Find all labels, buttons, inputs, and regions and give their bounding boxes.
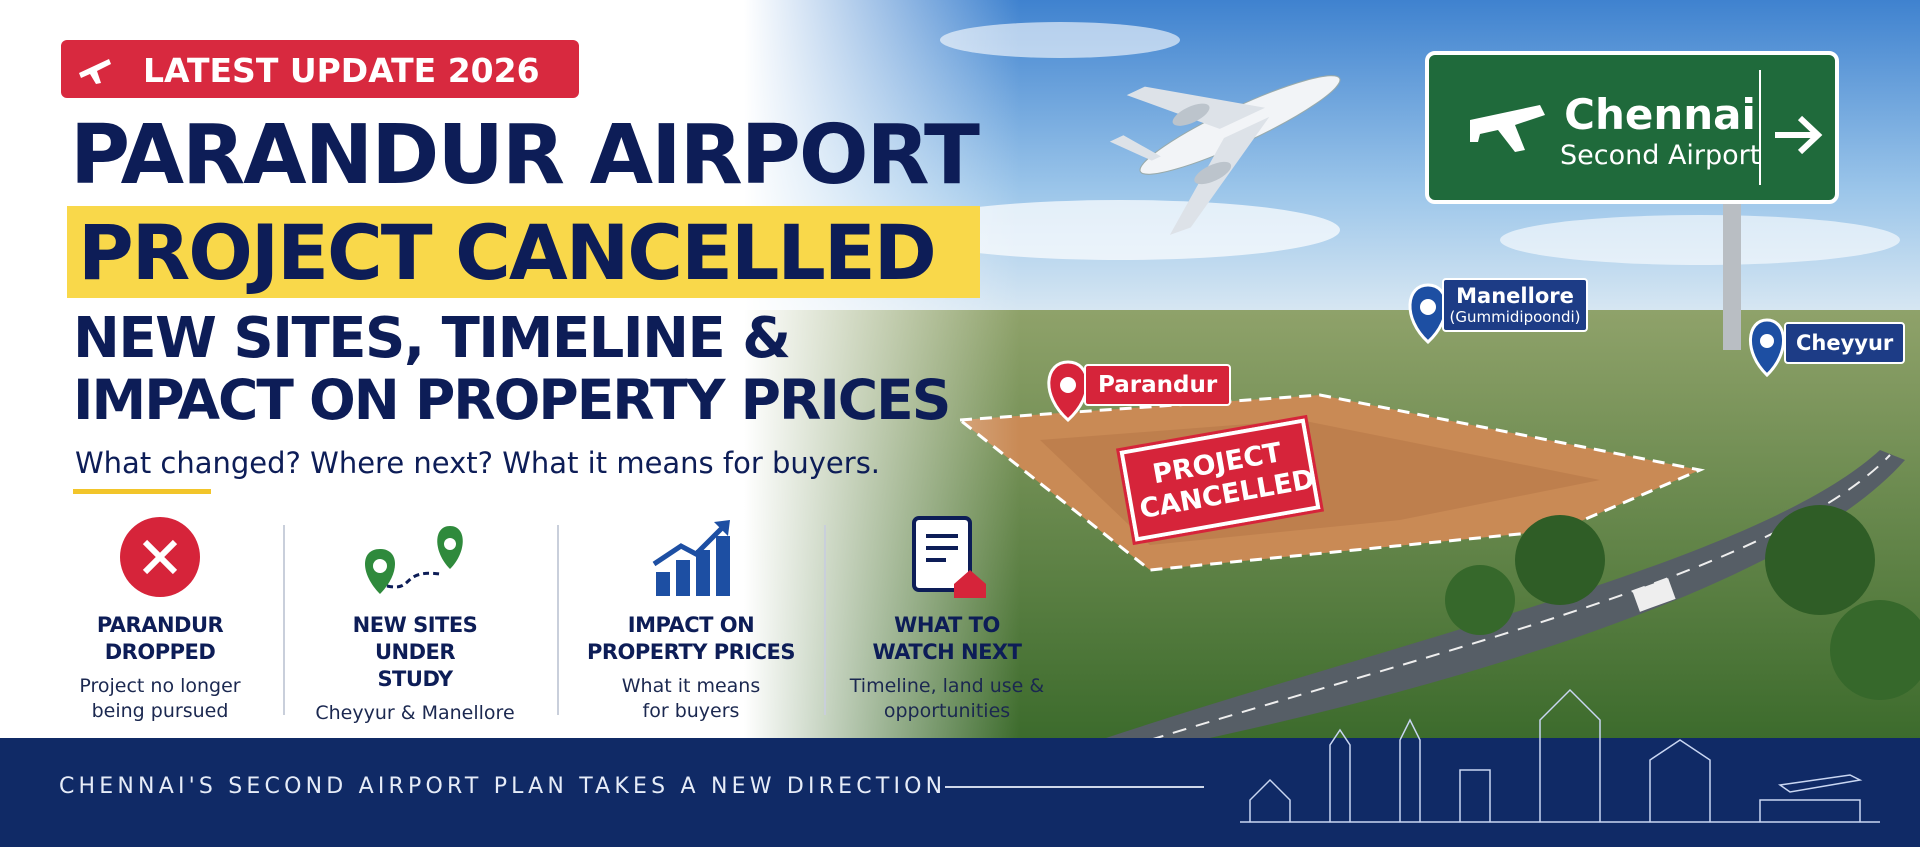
sign-title: Chennai <box>1564 90 1756 139</box>
map-label-subtitle: (Gummidipoondi) <box>1449 308 1581 326</box>
headline-highlight <box>67 206 980 298</box>
feature: WHAT TO WATCH NEXT Timeline, land use & … <box>822 514 1072 724</box>
headline-line1: PARANDUR AIRPORT <box>70 108 980 203</box>
headline-line3: NEW SITES, TIMELINE & <box>73 306 791 371</box>
divider <box>824 525 826 715</box>
update-badge: LATEST UPDATE 2026 <box>61 40 579 98</box>
plane-icon <box>79 59 111 84</box>
map-label: Cheyyur <box>1784 322 1906 364</box>
cancel-icon <box>120 517 200 597</box>
divider <box>557 525 559 715</box>
subtitle: What changed? Where next? What it means … <box>75 446 881 480</box>
headline-line2: PROJECT CANCELLED <box>78 208 937 297</box>
feature-description: Timeline, land use & opportunities <box>849 675 1045 722</box>
feature: PARANDUR DROPPED Project no longer being… <box>35 514 285 724</box>
accent-rule <box>73 489 211 494</box>
feature: IMPACT ON PROPERTY PRICES What it means … <box>566 514 816 724</box>
sign-subtitle: Second Airport <box>1560 140 1761 171</box>
headline-line4: IMPACT ON PROPERTY PRICES <box>73 368 951 432</box>
feature-description: What it means for buyers <box>621 675 761 722</box>
feature-description: Project no longer being pursued <box>79 675 241 722</box>
feature: NEW SITES UNDER STUDY Cheyyur & Manellor… <box>290 514 540 726</box>
feature-title: PARANDUR DROPPED <box>96 613 224 664</box>
feature-title: IMPACT ON PROPERTY PRICES <box>587 613 795 664</box>
map-label-title: Manellore <box>1456 284 1574 308</box>
footer-tagline: CHENNAI'S SECOND AIRPORT PLAN TAKES A NE… <box>59 774 947 799</box>
feature-title: WHAT TO WATCH NEXT <box>872 613 1022 664</box>
feature-description: Cheyyur & Manellore <box>315 702 515 724</box>
growth-icon <box>652 520 730 596</box>
document-icon <box>912 516 986 598</box>
badge-text: LATEST UPDATE 2026 <box>143 51 540 90</box>
map-label: Parandur <box>1084 364 1232 406</box>
pins-icon <box>365 526 463 594</box>
map-label: Manellore (Gummidipoondi) <box>1442 278 1588 332</box>
road-sign: Chennai Second Airport <box>1560 92 1760 174</box>
divider <box>283 525 285 715</box>
feature-title: NEW SITES UNDER STUDY <box>352 613 478 691</box>
